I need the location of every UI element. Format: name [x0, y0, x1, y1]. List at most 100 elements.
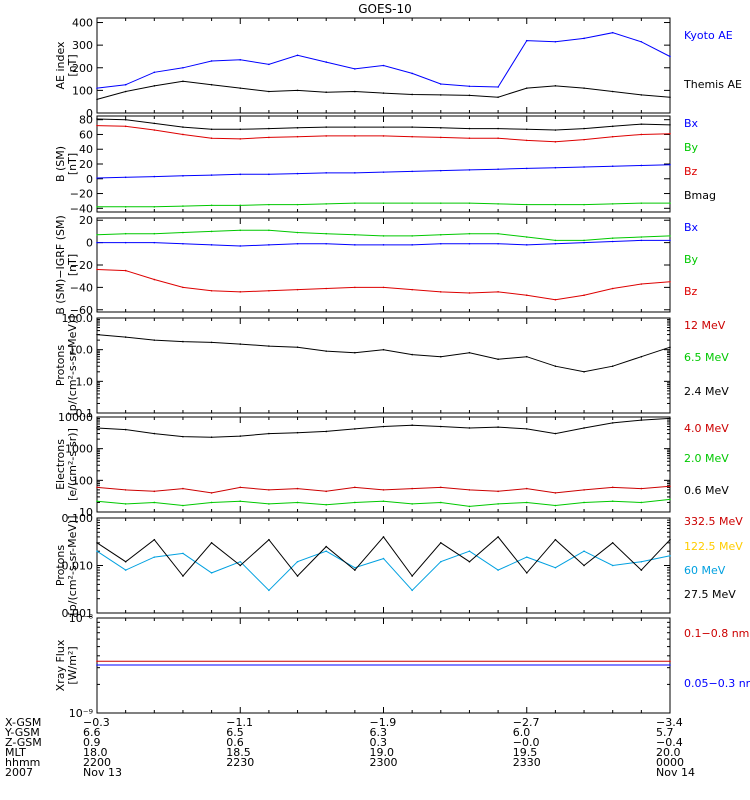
data-point	[468, 427, 471, 429]
data-point	[354, 90, 356, 93]
data-point	[96, 542, 98, 544]
legend-entry: 60 MeV	[684, 564, 726, 577]
data-point	[268, 345, 270, 347]
data-point	[497, 426, 499, 428]
data-point	[268, 136, 270, 139]
data-point	[268, 90, 270, 93]
data-point	[153, 490, 156, 493]
data-point	[611, 240, 614, 243]
legend-entry: 4.0 MeV	[684, 422, 729, 435]
y-tick-label: 0.001	[62, 607, 94, 620]
data-point	[468, 560, 471, 563]
data-point	[497, 358, 499, 360]
data-point	[611, 31, 614, 34]
data-point	[382, 425, 385, 428]
panel-frame	[96, 317, 671, 414]
data-point	[268, 589, 270, 592]
y-axis-label: Protons[p/(cm²-s-sr-MeV)]	[54, 516, 79, 616]
y-tick-label: −20	[70, 188, 93, 201]
data-point	[210, 341, 213, 344]
data-point	[296, 560, 299, 563]
y-tick-label: 0.1	[76, 407, 94, 420]
data-point	[554, 242, 557, 245]
series-line-1-1	[96, 32, 671, 89]
data-point	[210, 230, 213, 233]
y-tick-label: 10	[79, 506, 93, 519]
legend-entry: 6.5 MeV	[684, 351, 729, 364]
data-point	[210, 492, 213, 494]
data-point	[611, 500, 614, 502]
data-point	[583, 127, 585, 130]
data-point	[124, 560, 127, 563]
data-point	[153, 432, 156, 435]
data-point	[153, 85, 156, 87]
data-point	[210, 83, 213, 86]
data-point	[583, 427, 585, 429]
y-axis-label-line: [e/(cm²-s-sr)]	[66, 428, 79, 501]
data-point	[325, 203, 328, 205]
data-point	[554, 492, 557, 494]
data-point	[497, 232, 499, 235]
data-point	[640, 501, 643, 504]
legend-entry: Bz	[684, 165, 698, 178]
data-point	[268, 127, 270, 130]
data-point	[554, 504, 557, 507]
data-point	[640, 40, 643, 43]
coord-ygsm: 6.3	[370, 726, 388, 739]
y-axis-label: B (SM)[nT]	[54, 146, 79, 182]
y-tick-label: 0	[86, 173, 93, 186]
data-point	[525, 572, 528, 574]
data-point	[296, 54, 299, 57]
data-point	[96, 660, 98, 663]
data-point	[96, 268, 98, 271]
data-point	[296, 575, 299, 577]
data-point	[325, 91, 328, 93]
data-point	[554, 239, 557, 242]
y-tick-label: 0.100	[62, 512, 94, 525]
data-point	[669, 346, 671, 348]
data-point	[354, 569, 356, 571]
data-point	[583, 550, 585, 553]
coord-hhmm: 2200	[83, 756, 111, 769]
data-point	[554, 298, 557, 301]
y-tick-label: 40	[79, 143, 93, 156]
data-point	[468, 351, 471, 354]
data-point	[411, 503, 413, 505]
row-label: X-GSM	[5, 716, 41, 729]
data-point	[124, 232, 127, 235]
data-point	[354, 233, 356, 236]
data-point	[440, 560, 442, 563]
y-axis-label-line: Electrons	[54, 439, 67, 490]
data-point	[153, 122, 156, 125]
data-point	[325, 242, 328, 245]
data-point	[124, 176, 127, 179]
y-tick-label: 100	[72, 84, 93, 97]
data-point	[468, 232, 471, 235]
legend-entry: 122.5 MeV	[684, 540, 743, 553]
data-point	[497, 503, 499, 505]
data-point	[554, 141, 557, 143]
data-point	[583, 501, 585, 504]
data-point	[497, 168, 499, 170]
data-point	[411, 244, 413, 246]
data-point	[554, 365, 557, 368]
data-point	[96, 427, 98, 429]
coord-zgsm: 0.3	[370, 736, 388, 749]
data-point	[440, 486, 442, 489]
y-tick-label: 400	[72, 17, 93, 30]
data-point	[153, 339, 156, 341]
data-point	[525, 244, 528, 246]
data-point	[669, 55, 671, 58]
data-point	[411, 170, 413, 173]
data-point	[96, 500, 98, 502]
data-point	[354, 501, 356, 504]
y-axis-label-line: [nT]	[66, 254, 79, 276]
data-point	[497, 490, 499, 493]
legend-entry: Bx	[684, 221, 699, 234]
data-point	[640, 355, 643, 358]
data-point	[325, 490, 328, 493]
